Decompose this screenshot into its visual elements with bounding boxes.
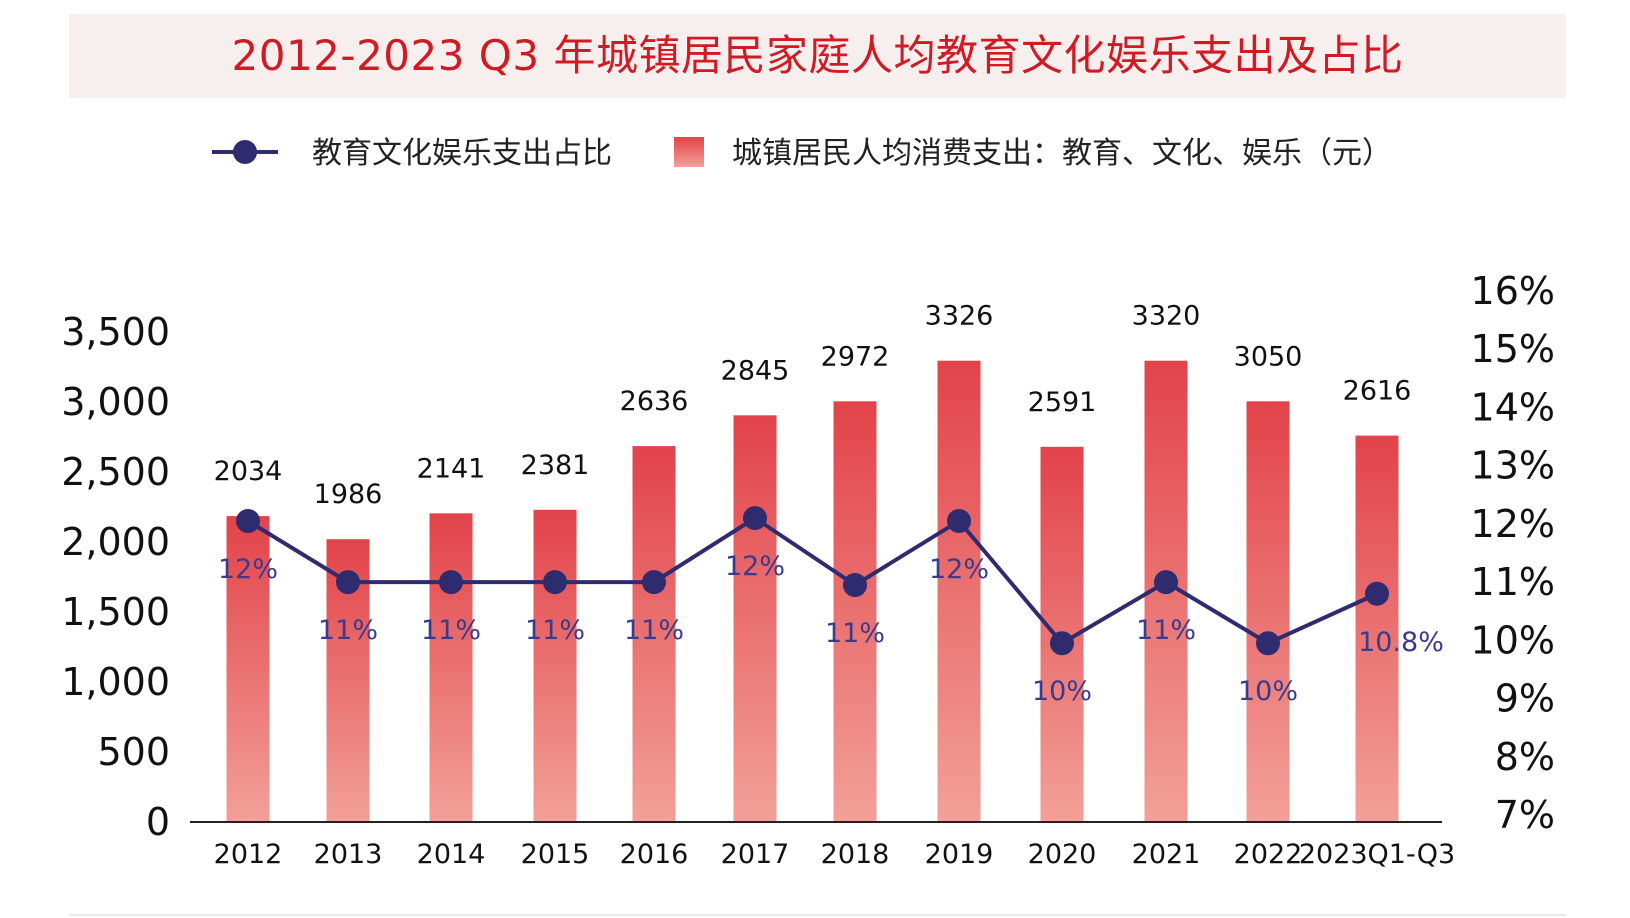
y-right-tick-label: 16% [1471, 269, 1555, 313]
x-tick-label: 2014 [417, 839, 486, 870]
bar [429, 513, 473, 822]
bar [1246, 401, 1290, 822]
bar-value-label: 3320 [1132, 301, 1201, 332]
x-tick-label: 2015 [521, 839, 590, 870]
percent-label: 11% [624, 615, 684, 646]
x-tick-label: 2016 [620, 839, 689, 870]
bar-value-label: 2141 [417, 453, 486, 484]
line-point [947, 508, 971, 533]
x-tick-label: 2017 [721, 839, 790, 870]
percent-label: 11% [825, 618, 885, 649]
line-point [1154, 570, 1178, 595]
legend: 教育文化娱乐支出占比 城镇居民人均消费支出：教育、文化、娱乐（元） [212, 136, 1392, 171]
bar-series: 2034 1986 2141 2381 2636 2845 2972 3326 2591 3320… [214, 301, 1412, 822]
bar-value-label: 2616 [1343, 376, 1412, 407]
y-left-tick-label: 2,000 [61, 520, 170, 564]
percent-label: 11% [318, 615, 378, 646]
x-axis: 2012 2013 2014 2015 2016 2017 2018 2019 2020 2021… [214, 839, 1456, 870]
bar [833, 401, 877, 822]
y-right-tick-label: 8% [1495, 735, 1555, 779]
bar [226, 516, 270, 822]
y-left-tick-label: 3,000 [61, 380, 170, 424]
x-tick-label: 2023Q1-Q3 [1299, 839, 1455, 870]
percent-label: 11% [525, 615, 585, 646]
y-left-tick-label: 0 [146, 800, 170, 844]
bar-value-label: 3326 [925, 301, 994, 332]
line-point [336, 570, 360, 595]
bar-value-label: 2591 [1028, 387, 1097, 418]
line-series: 12% 11% 11% 11% 11% 12% 11% 12% 10% 11% 10% 10.8% [218, 506, 1444, 707]
bar [1355, 435, 1399, 822]
x-tick-label: 2018 [821, 839, 890, 870]
legend-line-marker [233, 140, 257, 164]
bar [533, 509, 577, 822]
line-point [1050, 631, 1074, 656]
line-point [642, 570, 666, 595]
line-point [743, 506, 767, 531]
bar [632, 446, 676, 822]
line-point [543, 570, 567, 595]
series-line [246, 515, 1378, 646]
x-tick-label: 2021 [1132, 839, 1201, 870]
y-right-tick-label: 12% [1471, 502, 1555, 546]
x-tick-label: 2012 [214, 839, 283, 870]
bar-value-label: 2845 [721, 355, 790, 386]
legend-bar-swatch [674, 137, 704, 167]
y-right-tick-label: 13% [1471, 444, 1555, 488]
percent-label: 10% [1032, 676, 1092, 707]
bar [733, 415, 777, 822]
y-right-tick-label: 14% [1471, 385, 1555, 429]
bar [937, 360, 981, 822]
bar-value-label: 2381 [521, 450, 590, 481]
line-point [1365, 581, 1389, 606]
y-left-tick-label: 500 [97, 730, 170, 774]
y-left-tick-label: 3,500 [61, 310, 170, 354]
percent-label: 11% [421, 615, 481, 646]
line-point [439, 570, 463, 595]
x-tick-label: 2013 [314, 839, 383, 870]
y-right-tick-label: 15% [1471, 327, 1555, 371]
line-point [843, 573, 867, 598]
y-left-tick-label: 1,500 [61, 590, 170, 634]
bar-value-label: 1986 [314, 479, 383, 510]
y-axis-left: 0 500 1,000 1,500 2,000 2,500 3,000 3,500 [61, 310, 170, 844]
bottom-divider [69, 914, 1566, 916]
chart-title: 2012-2023 Q3 年城镇居民家庭人均教育文化娱乐支出及占比 [231, 31, 1404, 80]
bar-value-label: 2034 [214, 456, 283, 487]
x-tick-label: 2022 [1234, 839, 1303, 870]
y-left-tick-label: 1,000 [61, 660, 170, 704]
bar-value-label: 3050 [1234, 341, 1303, 372]
line-point [236, 508, 260, 533]
legend-bar-label: 城镇居民人均消费支出：教育、文化、娱乐（元） [732, 136, 1392, 171]
y-right-tick-label: 11% [1471, 560, 1555, 604]
line-point [1256, 631, 1280, 656]
y-axis-right: 7% 8% 9% 10% 11% 12% 13% 14% 15% 16% [1471, 269, 1555, 837]
x-tick-label: 2020 [1028, 839, 1097, 870]
y-left-tick-label: 2,500 [61, 450, 170, 494]
percent-label: 11% [1136, 615, 1196, 646]
percent-label: 10.8% [1358, 627, 1444, 658]
bar-value-label: 2636 [620, 386, 689, 417]
percent-label: 10% [1238, 676, 1298, 707]
bar-value-label: 2972 [821, 341, 890, 372]
y-right-tick-label: 7% [1495, 793, 1555, 837]
percent-label: 12% [725, 551, 785, 582]
percent-label: 12% [218, 554, 278, 585]
x-tick-label: 2019 [925, 839, 994, 870]
y-right-tick-label: 10% [1471, 618, 1555, 662]
y-right-tick-label: 9% [1495, 677, 1555, 721]
title-band: 2012-2023 Q3 年城镇居民家庭人均教育文化娱乐支出及占比 [69, 14, 1566, 98]
percent-label: 12% [929, 554, 989, 585]
legend-line-label: 教育文化娱乐支出占比 [312, 136, 612, 171]
